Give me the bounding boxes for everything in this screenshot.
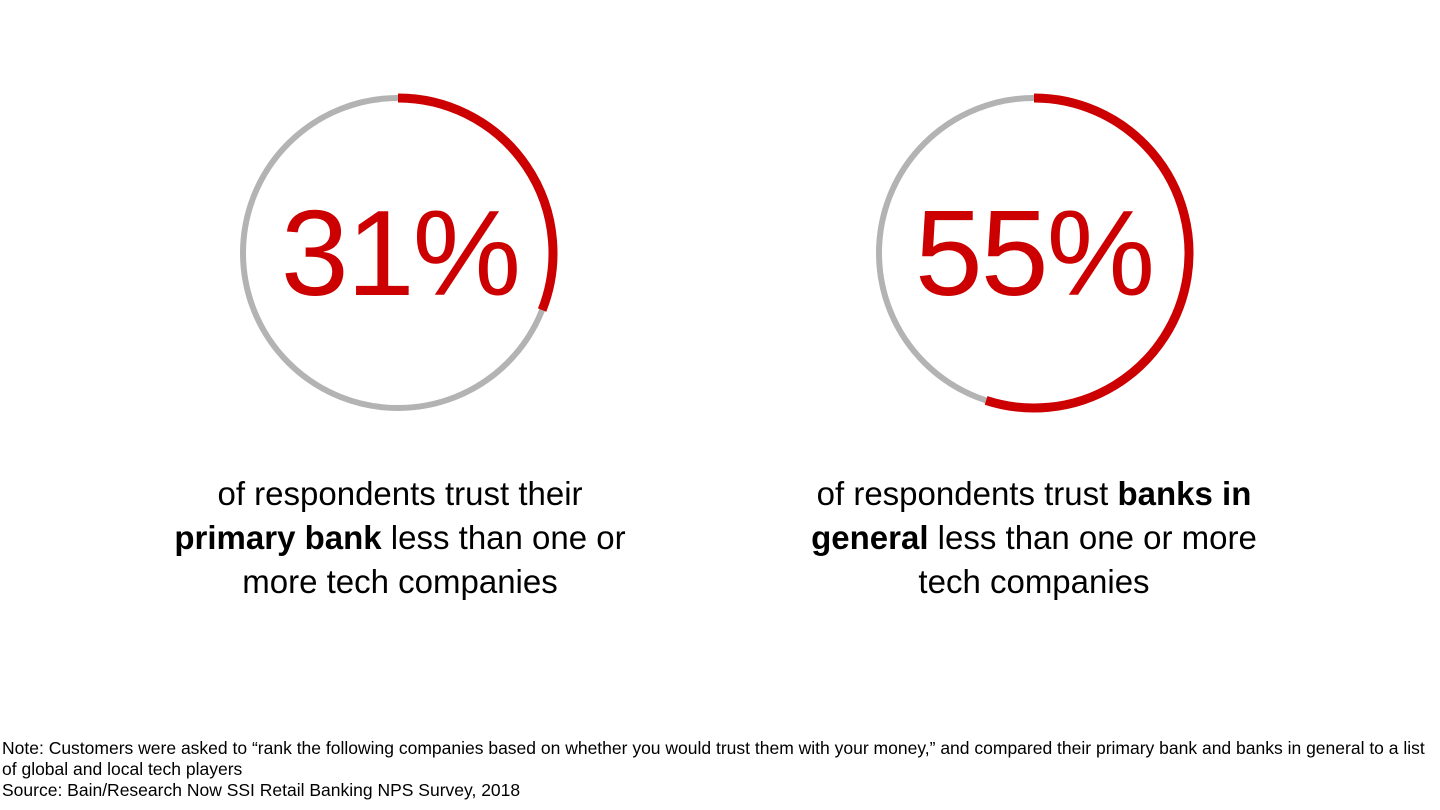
caption-text-banks-general-bold: banks in general bbox=[811, 475, 1252, 556]
percent-value-banks-general: 55% bbox=[914, 185, 1155, 321]
donut-arc-primary-bank bbox=[397, 93, 558, 312]
percent-value-primary-bank: 31% bbox=[280, 185, 521, 321]
donut-svg-banks-general bbox=[876, 93, 1194, 413]
footnotes: Note: Customers were asked to “rank the … bbox=[2, 738, 1438, 801]
stat-panel-banks-general: 55% of respondents trust banks in genera… bbox=[714, 0, 1354, 640]
source-text: Source: Bain/Research Now SSI Retail Ban… bbox=[2, 780, 521, 800]
caption-text-primary-bank-post: less than one or more tech companies bbox=[242, 519, 626, 600]
stat-panel-primary-bank: 31% of respondents trust their primary b… bbox=[80, 0, 720, 640]
donut-svg-primary-bank bbox=[240, 93, 558, 411]
donut-arc-banks-general bbox=[984, 93, 1194, 413]
caption-text-primary-bank-bold: primary bank bbox=[174, 519, 382, 556]
note-text: Note: Customers were asked to “rank the … bbox=[2, 738, 1425, 779]
donut-chart-banks-general: 55% bbox=[714, 0, 1354, 460]
donut-chart-primary-bank: 31% bbox=[80, 0, 720, 460]
caption-primary-bank: of respondents trust their primary bank … bbox=[80, 472, 720, 604]
caption-text-primary-bank-pre: of respondents trust their bbox=[217, 475, 583, 512]
caption-text-banks-general-post: less than one or more tech companies bbox=[918, 519, 1257, 600]
caption-banks-general: of respondents trust banks in general le… bbox=[714, 472, 1354, 604]
caption-text-banks-general-pre: of respondents trust bbox=[816, 475, 1118, 512]
